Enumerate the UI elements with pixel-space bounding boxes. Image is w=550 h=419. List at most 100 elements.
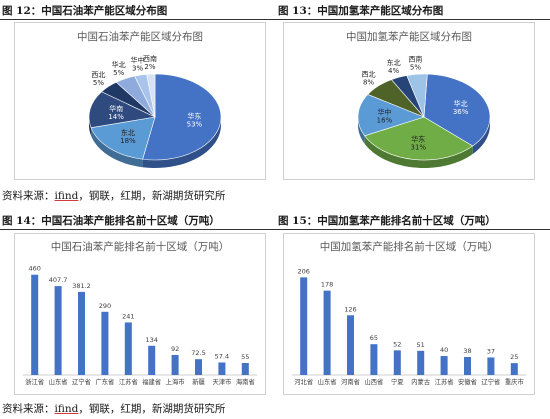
source-line-1: 资料来源：ifind，钢联，红期，新湖期货研究所 bbox=[2, 188, 225, 203]
pie-2-slice-2 bbox=[364, 116, 474, 161]
bar-2-value-3: 126 bbox=[344, 305, 356, 313]
pie-2-slice-4-value: 8% bbox=[363, 78, 374, 86]
bar-1-category-5: 江苏省 bbox=[119, 377, 138, 386]
bar-1-value-2: 407.7 bbox=[49, 276, 68, 284]
pie-2-slice-2-name: 华东 bbox=[411, 135, 425, 144]
bar-2-value-10: 25 bbox=[510, 353, 518, 361]
bar-1-bar-2 bbox=[54, 286, 62, 375]
bar-2-bar-10 bbox=[510, 363, 518, 375]
bar-chart-panel-2: 中国加氢苯产能排名前十区域（万吨） 206 河北省 178 山东省 126 河南省 65 山西省… bbox=[283, 233, 535, 395]
bar-chart-2: 中国加氢苯产能排名前十区域（万吨） 206 河北省 178 山东省 126 河南省 65 山西省… bbox=[292, 240, 526, 386]
pie-1-depth bbox=[89, 117, 221, 168]
pie-2-slice-3 bbox=[357, 94, 425, 137]
pie-2-slice-5-value: 4% bbox=[388, 67, 399, 75]
bar-1-bar-7 bbox=[171, 354, 179, 375]
pie-1-slice-3 bbox=[88, 91, 156, 129]
pie-1-slice-2-name: 东北 bbox=[121, 128, 135, 137]
bar-2-category-5: 宁夏 bbox=[391, 377, 404, 386]
bar-1-title: 中国石油苯产能排名前十区域（万吨） bbox=[51, 240, 230, 253]
bar-1-bar-1 bbox=[31, 274, 39, 375]
bar-1-category-9: 天津市 bbox=[212, 377, 231, 386]
bar-1-category-8: 新疆 bbox=[192, 377, 205, 386]
bar-1-value-6: 134 bbox=[145, 336, 157, 344]
bar-2-value-5: 52 bbox=[393, 340, 401, 348]
pie-2-slice-5-name: 东北 bbox=[387, 58, 401, 67]
bar-1-category-3: 辽宁省 bbox=[72, 377, 91, 386]
pie-chart-panel-1: 中国石油苯产能区域分布图 华东 53% 东北 18% 华南 14% 西北 5% 华北 5% 华中 3% 西… bbox=[14, 22, 266, 180]
pie-1-slice-1-name: 华东 bbox=[187, 111, 201, 120]
bar-2-category-2: 山东省 bbox=[318, 377, 337, 386]
bar-1-category-4: 广东省 bbox=[95, 377, 114, 386]
bar-1-value-3: 381.2 bbox=[72, 282, 91, 290]
pie-2-slice-1-value: 36% bbox=[453, 108, 469, 116]
pie-1-slice-2 bbox=[90, 116, 156, 160]
bar-1-value-7: 92 bbox=[171, 345, 179, 353]
pie-2-slice-1-name: 华北 bbox=[454, 99, 468, 108]
bar-1-bar-6 bbox=[148, 345, 156, 375]
pie-1-slice-7-value: 2% bbox=[144, 63, 155, 71]
bar-1-value-10: 55 bbox=[241, 353, 249, 361]
pie-2-slice-3-name: 华中 bbox=[377, 108, 391, 117]
bar-1-value-1: 460 bbox=[28, 265, 40, 273]
bar-2-value-6: 51 bbox=[417, 341, 425, 349]
pie-2-slice-6 bbox=[406, 73, 428, 118]
bar-2-value-4: 65 bbox=[370, 334, 378, 342]
bar-1-value-8: 72.5 bbox=[191, 349, 205, 357]
pie-2-slice-2-value: 31% bbox=[411, 144, 427, 152]
bar-2-category-4: 山西省 bbox=[364, 377, 383, 386]
bar-2-category-9: 辽宁省 bbox=[481, 377, 500, 386]
bar-1-category-1: 浙江省 bbox=[25, 377, 44, 386]
bar-2-title: 中国加氢苯产能排名前十区域（万吨） bbox=[320, 240, 499, 253]
source-line-2: 资料来源：ifind，钢联，红期，新湖期货研究所 bbox=[2, 401, 225, 416]
pie-1-slice-1 bbox=[142, 73, 222, 161]
pie-1-slice-4-name: 西北 bbox=[91, 71, 105, 79]
bar-2-bar-1 bbox=[300, 277, 308, 375]
bar-1-bar-8 bbox=[194, 359, 203, 375]
pie-1-slice-2-value: 18% bbox=[120, 137, 136, 145]
pie-chart-1: 中国石油苯产能区域分布图华东53%东北18%华南14%西北5%华北5%华中3%西… bbox=[77, 30, 222, 168]
source-prefix: 资料来源： bbox=[2, 190, 55, 202]
bar-2-bar-2 bbox=[323, 290, 331, 375]
bar-2-bar-7 bbox=[440, 356, 448, 375]
fig13-title: 图 13：中国加氢苯产能区域分布图 bbox=[278, 5, 444, 17]
bar-2-value-2: 178 bbox=[321, 281, 333, 289]
bar-2-bar-8 bbox=[463, 356, 472, 375]
source-ifind: ifind bbox=[54, 403, 79, 415]
bar-2-bar-3 bbox=[346, 315, 355, 375]
bar-2-bar-6 bbox=[417, 350, 425, 375]
bar-2-bar-5 bbox=[393, 350, 401, 375]
source-ifind: ifind bbox=[54, 190, 79, 202]
pie-1-slice-3-value: 14% bbox=[108, 113, 124, 121]
pie-2-slice-4-name: 西北 bbox=[361, 70, 375, 78]
pie-1-slice-5-value: 5% bbox=[113, 69, 124, 77]
bar-2-category-8: 安徽省 bbox=[458, 377, 477, 386]
bar-1-category-2: 山东省 bbox=[49, 377, 68, 386]
pie-2-depth bbox=[358, 117, 490, 168]
bar-2-value-1: 206 bbox=[297, 267, 309, 275]
fig12-title: 图 12：中国石油苯产能区域分布图 bbox=[2, 5, 168, 17]
pie-1-title: 中国石油苯产能区域分布图 bbox=[77, 30, 203, 43]
pie-1-slice-1-value: 53% bbox=[187, 120, 203, 128]
pie-1-slice-6-name: 华中 bbox=[131, 55, 145, 64]
bar-1-bar-10 bbox=[241, 363, 249, 375]
bar-1-bar-4 bbox=[101, 311, 109, 375]
bar-2-category-6: 内蒙古 bbox=[411, 377, 430, 386]
bar-1-category-10: 海南省 bbox=[236, 377, 255, 386]
bar-2-value-9: 37 bbox=[487, 347, 495, 355]
bar-1-value-9: 57.4 bbox=[215, 352, 229, 360]
source-rest: ，钢联，红期，新湖期货研究所 bbox=[78, 403, 226, 415]
bar-1-bar-9 bbox=[218, 362, 226, 375]
bar-2-value-8: 38 bbox=[463, 347, 471, 355]
bar-2-category-7: 江苏省 bbox=[435, 377, 454, 386]
top-rule bbox=[0, 19, 550, 20]
source-prefix: 资料来源： bbox=[2, 403, 55, 415]
bar-1-category-6: 福建省 bbox=[142, 377, 161, 386]
bar-2-category-1: 河北省 bbox=[294, 377, 313, 386]
bar-2-bar-4 bbox=[370, 344, 378, 375]
fig14-title: 图 14：中国石油苯产能排名前十区域（万吨） bbox=[2, 215, 220, 227]
pie-2-title: 中国加氢苯产能区域分布图 bbox=[346, 30, 472, 43]
bar-1-value-4: 290 bbox=[99, 302, 111, 310]
pie-2-slice-6-name: 西南 bbox=[408, 54, 422, 63]
pie-2-slice-1 bbox=[423, 73, 491, 147]
